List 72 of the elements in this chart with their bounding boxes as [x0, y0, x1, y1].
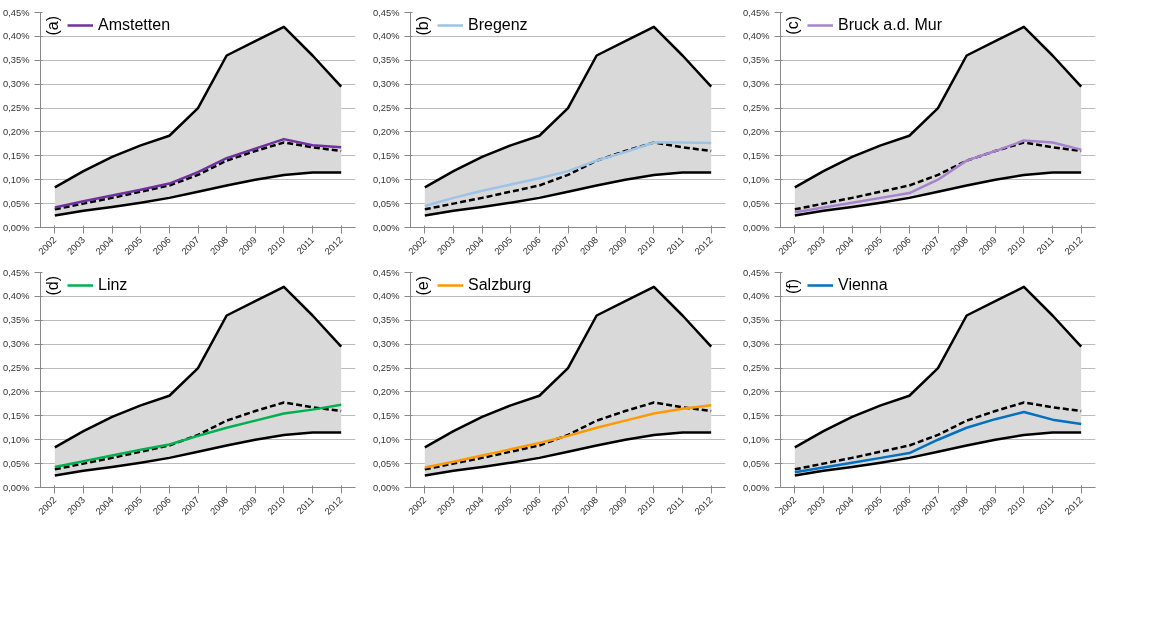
y-tick-label: 0,05% — [3, 198, 30, 209]
y-tick-label: 0,45% — [373, 7, 400, 18]
y-tick-label: 0,10% — [373, 174, 400, 185]
y-tick-label: 0,05% — [743, 458, 770, 469]
y-tick-label: 0,15% — [743, 410, 770, 421]
y-tick-label: 0,30% — [3, 79, 30, 90]
y-tick-label: 0,20% — [373, 126, 400, 137]
y-tick-label: 0,30% — [373, 79, 400, 90]
y-tick-label: 0,35% — [743, 55, 770, 66]
y-tick-label: 0,15% — [373, 150, 400, 161]
y-tick-label: 0,30% — [373, 339, 400, 350]
y-tick-label: 0,30% — [3, 339, 30, 350]
y-tick-label: 0,45% — [3, 7, 30, 18]
y-tick-label: 0,35% — [3, 315, 30, 326]
y-tick-label: 0,45% — [743, 7, 770, 18]
y-tick-label: 0,20% — [3, 126, 30, 137]
y-tick-label: 0,40% — [743, 291, 770, 302]
y-tick-label: 0,40% — [3, 291, 30, 302]
y-tick-label: 0,35% — [373, 315, 400, 326]
y-tick-label: 0,20% — [373, 386, 400, 397]
y-tick-label: 0,25% — [743, 103, 770, 114]
y-tick-label: 0,35% — [373, 55, 400, 66]
y-tick-label: 0,40% — [373, 31, 400, 42]
y-tick-label: 0,00% — [373, 222, 400, 233]
legend-label: Bregenz — [468, 16, 528, 34]
y-tick-label: 0,20% — [3, 386, 30, 397]
y-tick-label: 0,30% — [743, 79, 770, 90]
y-tick-label: 0,25% — [3, 103, 30, 114]
chart-title: (c) — [784, 16, 802, 35]
legend-label: Bruck a.d. Mur — [838, 16, 943, 34]
y-tick-label: 0,15% — [373, 410, 400, 421]
y-tick-label: 0,15% — [3, 410, 30, 421]
y-tick-label: 0,40% — [373, 291, 400, 302]
chart-title: (d) — [44, 276, 62, 296]
y-tick-label: 0,25% — [3, 363, 30, 374]
legend-label: Salzburg — [468, 276, 532, 294]
chart-title: (b) — [414, 16, 432, 36]
y-tick-label: 0,05% — [373, 458, 400, 469]
y-tick-label: 0,00% — [3, 482, 30, 493]
y-tick-label: 0,10% — [3, 434, 30, 445]
y-tick-label: 0,10% — [743, 434, 770, 445]
y-tick-label: 0,15% — [3, 150, 30, 161]
y-tick-label: 0,25% — [373, 103, 400, 114]
y-tick-label: 0,40% — [3, 31, 30, 42]
y-tick-label: 0,25% — [743, 363, 770, 374]
y-tick-label: 0,05% — [3, 458, 30, 469]
y-tick-label: 0,05% — [373, 198, 400, 209]
chart-title: (f) — [784, 277, 802, 294]
y-tick-label: 0,35% — [743, 315, 770, 326]
y-tick-label: 0,00% — [3, 222, 30, 233]
y-tick-label: 0,45% — [743, 267, 770, 278]
y-tick-label: 0,10% — [3, 174, 30, 185]
chart-title: (e) — [414, 276, 432, 296]
y-tick-label: 0,10% — [743, 174, 770, 185]
y-tick-label: 0,10% — [373, 434, 400, 445]
y-tick-label: 0,05% — [743, 198, 770, 209]
y-tick-label: 0,45% — [3, 267, 30, 278]
y-tick-label: 0,30% — [743, 339, 770, 350]
y-tick-label: 0,25% — [373, 363, 400, 374]
y-tick-label: 0,00% — [373, 482, 400, 493]
legend-label: Amstetten — [98, 16, 171, 34]
y-tick-label: 0,45% — [373, 267, 400, 278]
y-tick-label: 0,00% — [743, 482, 770, 493]
y-tick-label: 0,20% — [743, 386, 770, 397]
y-tick-label: 0,00% — [743, 222, 770, 233]
y-tick-label: 0,35% — [3, 55, 30, 66]
y-tick-label: 0,15% — [743, 150, 770, 161]
y-tick-label: 0,40% — [743, 31, 770, 42]
legend-label: Linz — [98, 276, 128, 294]
chart-title: (a) — [44, 16, 62, 36]
y-tick-label: 0,20% — [743, 126, 770, 137]
legend-label: Vienna — [838, 276, 888, 294]
